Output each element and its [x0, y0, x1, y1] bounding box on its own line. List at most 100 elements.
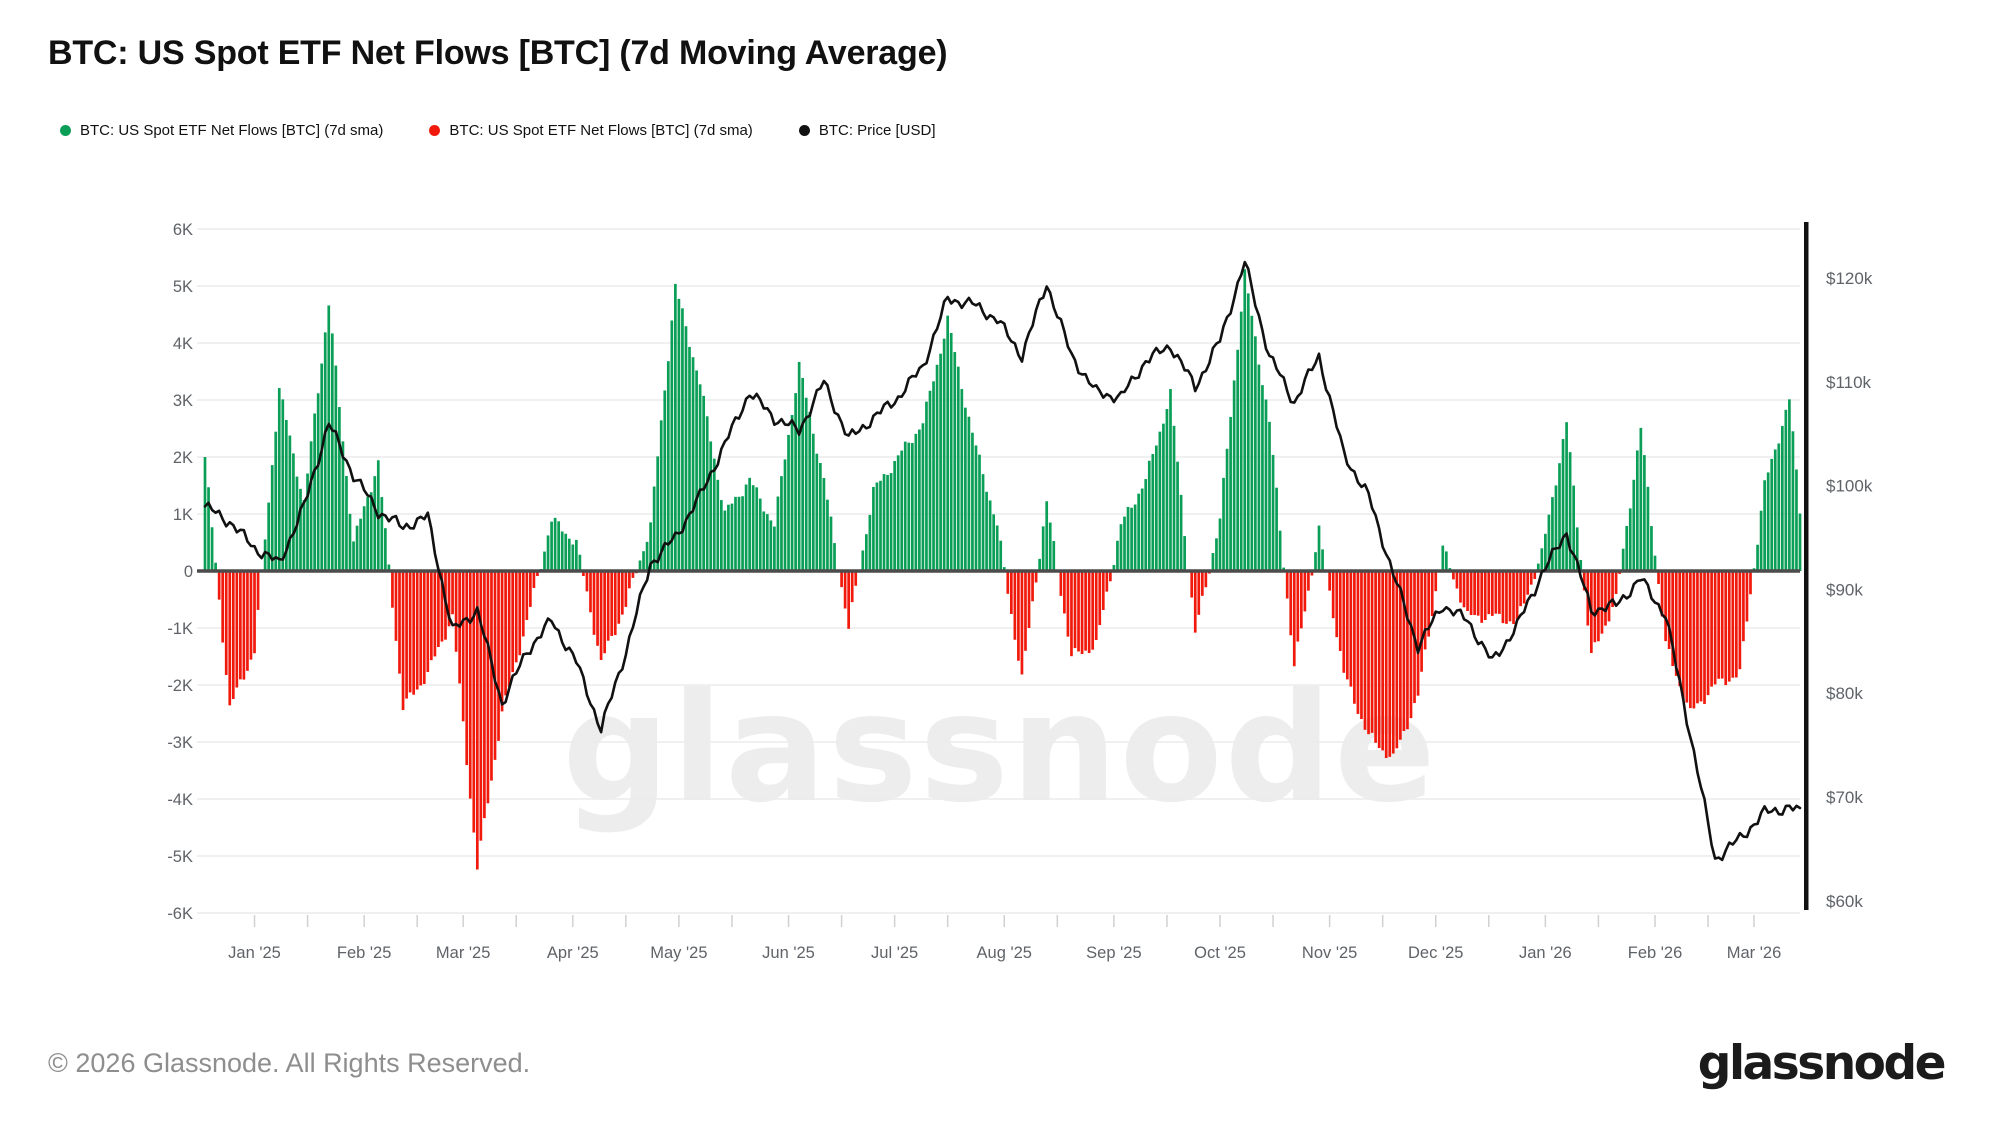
flow-bar: [426, 571, 430, 673]
flow-bar: [1607, 571, 1611, 622]
flow-bar: [1777, 443, 1781, 571]
flow-bar: [1278, 530, 1282, 571]
x-axis-month-label: Aug '25: [977, 944, 1032, 962]
flow-bar: [1250, 315, 1254, 571]
x-axis-month-label: Jan '26: [1519, 944, 1572, 962]
flow-bar: [373, 476, 377, 571]
flow-bar: [758, 498, 762, 571]
flow-bar: [978, 454, 981, 571]
flow-bar: [242, 571, 246, 680]
right-axis-line: [1804, 222, 1809, 910]
flow-bar: [1116, 540, 1119, 571]
flow-bar: [1459, 571, 1462, 603]
flow-bar: [277, 388, 281, 571]
flow-bar: [748, 477, 751, 571]
flow-bar: [1059, 571, 1063, 596]
flow-bar: [592, 571, 596, 635]
flow-bar: [903, 441, 907, 571]
flow-bar: [401, 571, 405, 711]
flow-bar: [1643, 455, 1646, 571]
flow-bar: [780, 476, 783, 571]
flow-bar: [610, 571, 614, 636]
flow-bar: [1635, 450, 1639, 571]
y-left-tick-label: 6K: [173, 221, 193, 239]
legend-item-netflows-negative[interactable]: BTC: US Spot ETF Net Flows [BTC] (7d sma…: [429, 122, 753, 139]
legend-item-price[interactable]: BTC: Price [USD]: [798, 122, 936, 139]
flow-bar: [790, 415, 794, 571]
flow-bar: [674, 283, 677, 571]
flow-bar: [1427, 571, 1431, 637]
flow-bar: [1399, 571, 1402, 740]
flow-bar: [1239, 311, 1243, 571]
flow-bar: [642, 551, 645, 571]
flow-bar: [504, 571, 507, 696]
flow-bar: [1073, 571, 1077, 649]
flow-bar: [210, 527, 214, 571]
flow-bar: [1505, 571, 1508, 624]
flow-bar: [1034, 571, 1038, 583]
flow-bar: [239, 571, 242, 680]
flow-bar: [270, 465, 274, 571]
flow-bar: [932, 381, 935, 571]
flow-bar: [631, 571, 635, 578]
flow-bar: [362, 506, 366, 571]
flow-bar: [348, 513, 352, 571]
flow-bar: [985, 491, 988, 571]
flow-bar: [1558, 463, 1561, 571]
flow-bar: [1452, 571, 1455, 580]
flow-bar: [1299, 571, 1303, 629]
flow-bar: [819, 463, 822, 571]
flow-bar: [1593, 571, 1597, 643]
flow-bar: [910, 443, 914, 571]
flow-bar: [500, 571, 504, 712]
flow-bar: [1041, 526, 1045, 571]
flow-bar: [1098, 571, 1102, 626]
flow-bar: [1254, 336, 1257, 571]
flow-bar: [1264, 399, 1268, 571]
glassnode-logo: glassnode: [1697, 1036, 1947, 1091]
flow-bar: [468, 571, 472, 799]
y-right-tick-label: $80k: [1826, 684, 1863, 703]
flow-bar: [659, 420, 663, 571]
y-left-tick-label: 3K: [173, 392, 193, 410]
flow-bar: [1759, 510, 1763, 571]
flow-bar: [585, 571, 589, 592]
flow-bar: [833, 543, 836, 571]
flow-bar: [751, 485, 755, 571]
flow-bar: [861, 550, 865, 571]
flow-bar: [521, 571, 525, 637]
flow-bar: [967, 416, 971, 571]
flow-bar: [1734, 571, 1738, 678]
flow-bar: [1582, 571, 1586, 591]
flow-bar: [1466, 571, 1469, 611]
legend-dot-red-icon: [429, 125, 441, 136]
flow-bar: [620, 571, 624, 615]
flow-bar: [1335, 571, 1339, 638]
flow-bar: [557, 521, 561, 571]
flow-bar: [447, 571, 451, 627]
flow-bar: [267, 502, 271, 571]
y-left-tick-label: 1K: [173, 506, 193, 524]
flow-bar: [1360, 571, 1363, 720]
flow-bar: [1289, 571, 1293, 636]
flow-bar: [1307, 571, 1310, 591]
flow-bar: [1727, 571, 1731, 682]
flow-bar: [663, 390, 667, 571]
flow-bar: [808, 412, 812, 571]
flow-bar: [949, 332, 953, 571]
flow-bar: [408, 571, 412, 693]
flow-bar: [1200, 571, 1204, 596]
flow-bar: [560, 531, 564, 571]
flow-bar: [1183, 536, 1186, 571]
legend-item-netflows-positive[interactable]: BTC: US Spot ETF Net Flows [BTC] (7d sma…: [60, 122, 383, 139]
flow-bar: [394, 571, 398, 641]
flow-bar: [942, 338, 946, 571]
flow-bar: [1162, 423, 1165, 571]
flow-bar: [323, 332, 327, 571]
flow-bar: [369, 492, 373, 571]
flow-bar: [719, 500, 723, 571]
flow-bar: [345, 475, 348, 571]
flow-bar: [1236, 349, 1240, 571]
flow-bar: [1696, 571, 1699, 704]
flow-bar: [762, 511, 766, 571]
